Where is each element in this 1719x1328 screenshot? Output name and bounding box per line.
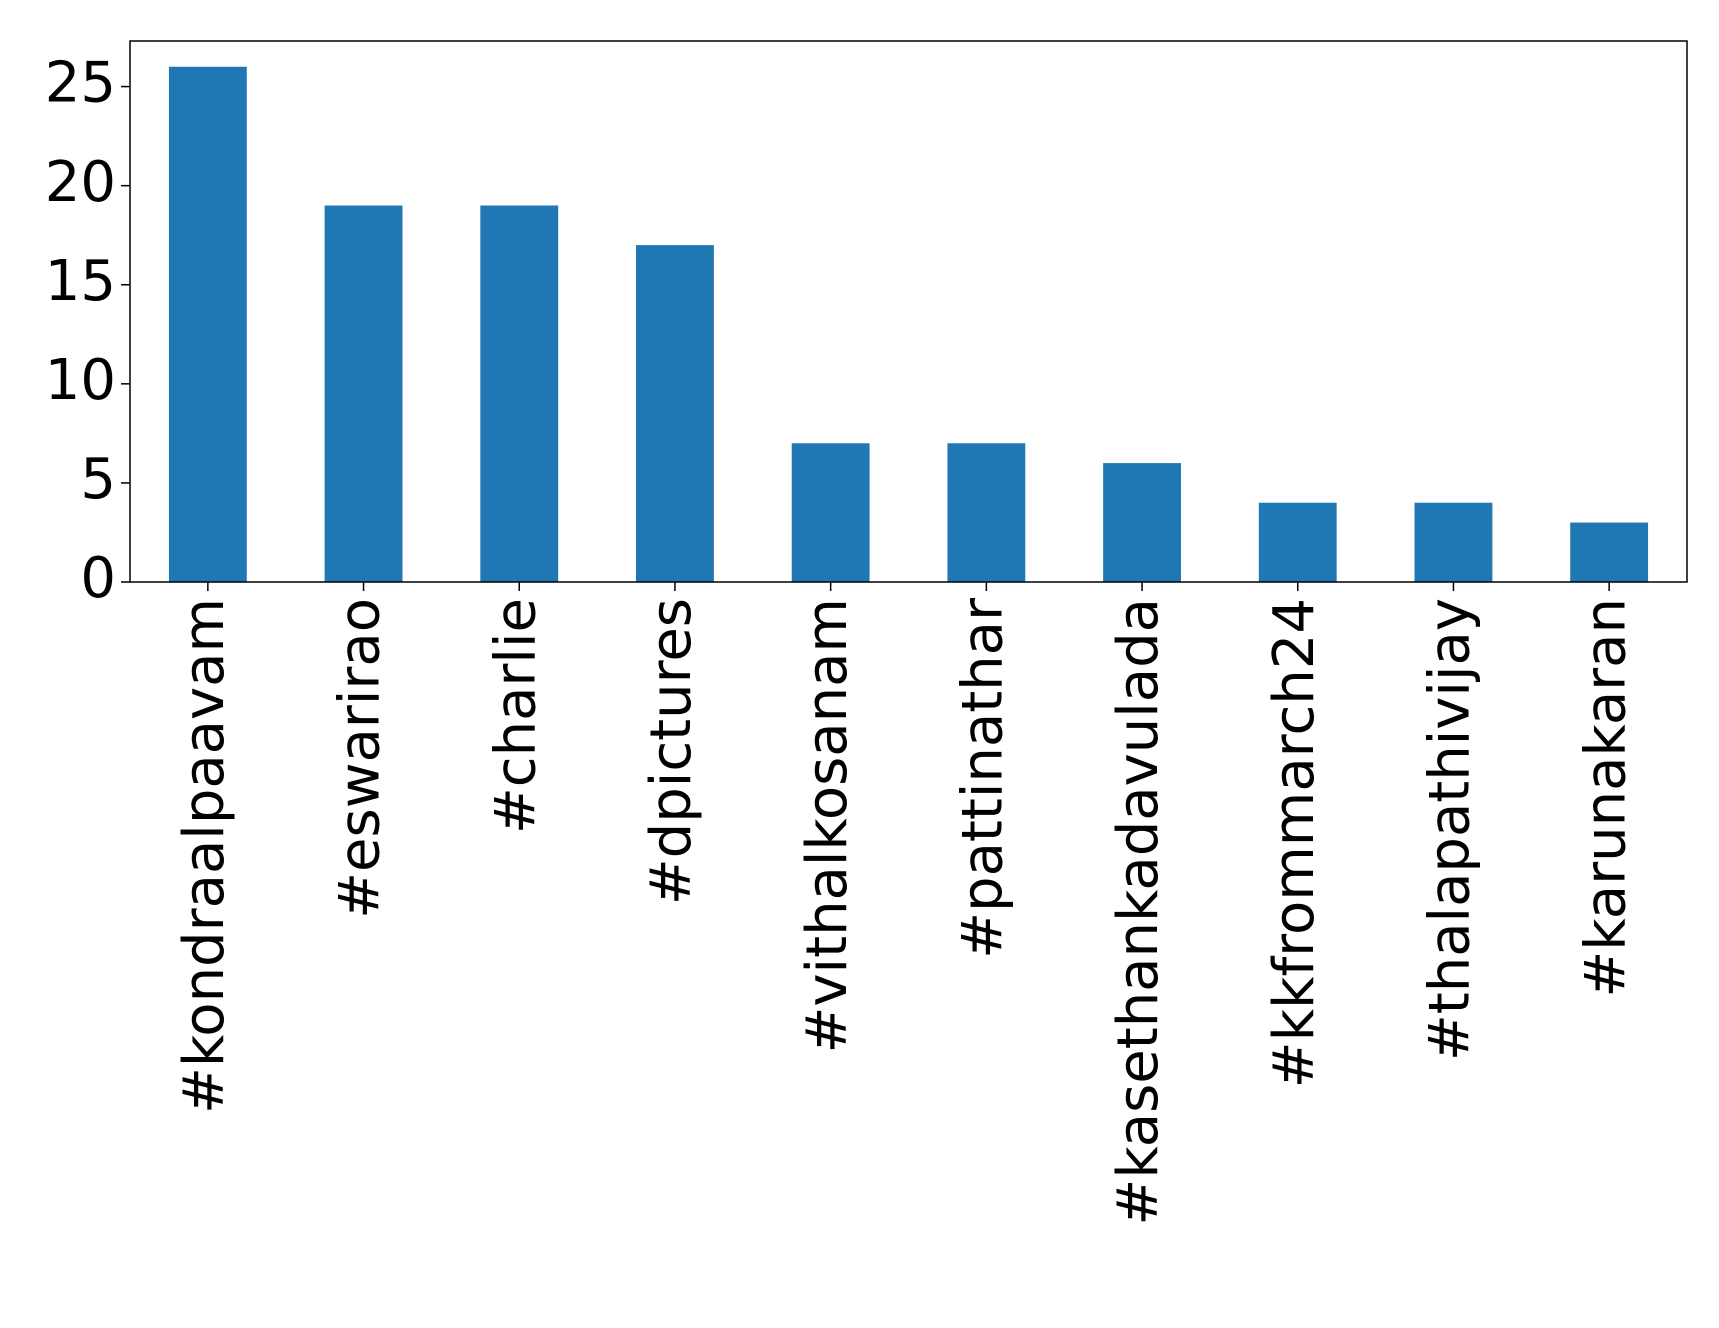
x-tick-label: #kondraalpaavam xyxy=(172,598,237,1114)
bar xyxy=(947,443,1026,582)
y-tick-label: 20 xyxy=(45,150,116,215)
y-tick-label: 5 xyxy=(80,447,116,512)
bar xyxy=(1570,522,1649,582)
bar xyxy=(168,66,247,582)
bar xyxy=(791,443,870,582)
plot-frame xyxy=(129,40,1688,583)
bar xyxy=(480,205,559,582)
x-tick-label: #eswarirao xyxy=(328,598,393,919)
bar xyxy=(636,245,714,582)
y-tick-label: 0 xyxy=(80,546,116,611)
x-tick-label: #charlie xyxy=(483,598,548,834)
y-tick-label: 10 xyxy=(45,348,116,413)
x-tick-label: #vithalkosanam xyxy=(795,598,860,1054)
bar xyxy=(324,205,403,582)
y-tick-label: 15 xyxy=(45,249,116,314)
x-tick-label: #kasethankadavulada xyxy=(1106,598,1171,1226)
x-tick-label: #kkfrommarch24 xyxy=(1262,598,1327,1088)
bar xyxy=(1103,463,1181,582)
bar xyxy=(1414,502,1493,582)
y-tick-label: 25 xyxy=(45,51,116,116)
x-tick-label: #karunakaran xyxy=(1573,598,1638,998)
x-tick-label: #pattinathar xyxy=(950,597,1015,959)
bar xyxy=(1258,502,1337,582)
x-tick-label: #thalapathivijay xyxy=(1418,598,1483,1061)
x-tick-label: #dpictures xyxy=(639,598,704,905)
